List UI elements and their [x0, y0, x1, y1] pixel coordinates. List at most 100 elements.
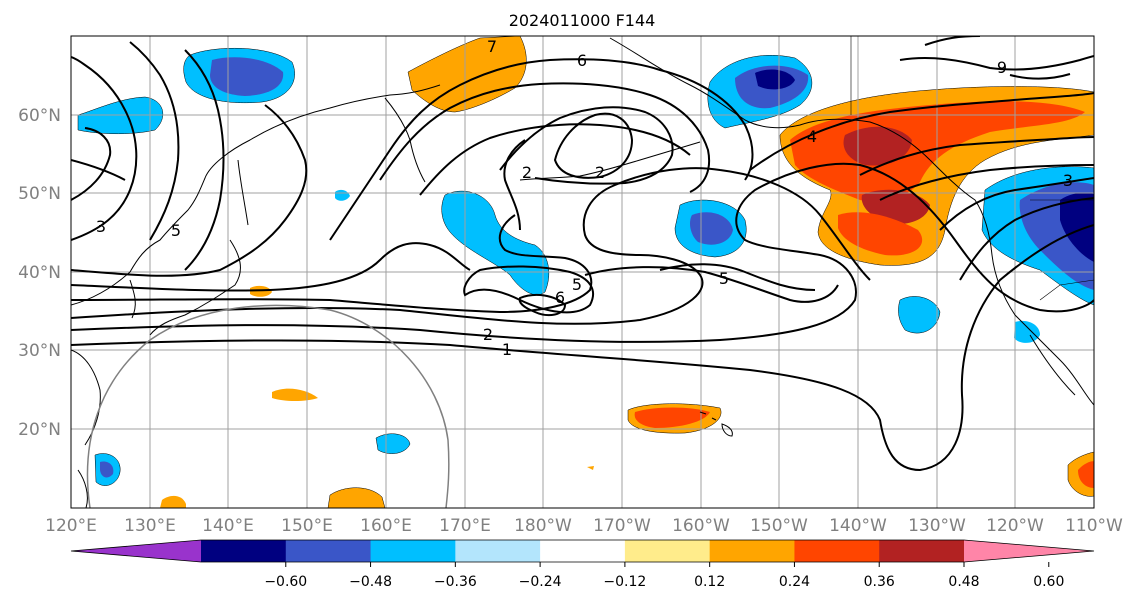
contour-label-group: 7 6 2 2 4 3 3 5 5 6 2 1 5 9 — [96, 37, 1073, 359]
contour-line — [71, 242, 471, 292]
contour-line — [503, 139, 526, 231]
contour-label: 1 — [502, 340, 512, 359]
lon-label: 140°E — [202, 516, 254, 536]
contour-line — [859, 136, 1094, 176]
lat-label: 20°N — [18, 420, 61, 440]
coastline-philippines — [77, 469, 88, 508]
contour-label: 6 — [577, 51, 587, 70]
contour-line — [329, 58, 754, 241]
colorbar-tick-label: −0.12 — [603, 574, 646, 590]
contour-line — [959, 197, 1094, 281]
latitude-labels: 60°N 50°N 40°N 30°N 20°N — [18, 106, 61, 440]
colorbar: −0.60 −0.48 −0.36 −0.24 −0.12 0.12 0.24 0.36 0.4… — [70, 539, 1095, 590]
contour-label: 4 — [807, 127, 817, 146]
coastline-asia — [71, 84, 441, 306]
lon-label: 150°E — [281, 516, 333, 536]
colorbar-tick-label: 0.24 — [779, 574, 810, 590]
longitude-labels: 120°E 130°E 140°E 150°E 160°E 170°E 180°… — [45, 516, 1123, 536]
contour-line — [553, 112, 634, 179]
colorbar-tick-label: 0.60 — [1033, 574, 1064, 590]
colorbar-segment — [879, 540, 965, 562]
map-frame — [70, 35, 1095, 509]
contour-label: 3 — [1063, 171, 1073, 190]
lon-label: 170°W — [593, 516, 651, 536]
negative-anomaly-region — [441, 190, 550, 296]
contour-line — [584, 266, 839, 303]
contour-label: 7 — [487, 37, 497, 56]
colorbar-segment — [455, 540, 541, 562]
contour-label: 2 — [483, 325, 493, 344]
contour-line — [71, 127, 112, 201]
contour-label: 5 — [572, 275, 582, 294]
map-plot-area: 7 6 2 2 4 3 3 5 5 6 2 1 5 9 — [71, 36, 1094, 508]
contour-label: 5 — [171, 221, 181, 240]
colorbar-tick-label: 0.48 — [948, 574, 979, 590]
colorbar-extend-high — [964, 540, 1094, 562]
map-title: 2024011000 F144 — [509, 11, 656, 30]
contour-label: 3 — [96, 217, 106, 236]
colorbar-segment — [370, 540, 456, 562]
contour-label: 6 — [555, 288, 565, 307]
lon-label: 160°W — [672, 516, 730, 536]
colorbar-tick-label: 0.36 — [864, 574, 895, 590]
coastlines — [71, 37, 1094, 508]
coastline-sakhalin — [237, 159, 249, 226]
contour-line — [129, 41, 180, 241]
colorbar-tick-label: −0.36 — [434, 574, 477, 590]
coastline-alaska — [609, 37, 931, 161]
colorbar-segment — [624, 540, 711, 562]
contour-line — [419, 123, 691, 196]
contour-line — [71, 214, 593, 314]
contour-label: 2 — [522, 163, 532, 182]
colorbar-extend-low — [71, 540, 201, 562]
contour-line — [499, 106, 674, 185]
colorbar-tick-label: 0.12 — [694, 574, 725, 590]
lon-label: 130°W — [908, 516, 966, 536]
colorbar-tick-label: −0.24 — [519, 574, 562, 590]
colorbar-tick-label: −0.60 — [264, 574, 307, 590]
lon-label: 110°W — [1065, 516, 1123, 536]
contour-line — [71, 162, 1094, 343]
colorbar-segment — [540, 540, 626, 562]
colorbar-tick-label: −0.48 — [349, 574, 392, 590]
colorbar-segment — [709, 540, 795, 562]
colorbar-outline — [70, 539, 1095, 563]
colorbar-segment — [201, 540, 287, 562]
contour-label: 9 — [997, 58, 1007, 77]
lat-label: 60°N — [18, 106, 61, 126]
contour-line — [749, 92, 1094, 171]
lon-label: 120°E — [45, 516, 97, 536]
contour-line — [71, 56, 138, 241]
contour-line — [71, 104, 308, 277]
lat-label: 50°N — [18, 184, 61, 204]
coastline-baja — [1029, 334, 1076, 396]
contour-label: 5 — [719, 269, 729, 288]
lon-label: 120°W — [986, 516, 1044, 536]
contour-line — [1009, 73, 1071, 80]
colorbar-segment — [285, 540, 372, 562]
lon-label: 140°W — [829, 516, 887, 536]
coastline-aleutians — [519, 141, 701, 181]
contour-line — [379, 82, 710, 193]
coastline-hawaii — [699, 411, 733, 437]
lat-label: 30°N — [18, 341, 61, 361]
contours — [71, 36, 1094, 472]
contour-line — [184, 49, 225, 271]
contour-line — [71, 159, 126, 181]
contour-label: 2 — [595, 163, 605, 182]
lon-label: 170°E — [439, 516, 491, 536]
colorbar-segment — [794, 540, 880, 562]
gridlines — [71, 36, 1094, 508]
reference-circle — [86, 304, 450, 508]
contour-line — [939, 177, 1094, 231]
contour-line — [71, 167, 871, 325]
lon-label: 180°W — [514, 516, 572, 536]
contour-line — [899, 55, 1094, 71]
coastline-north-america — [929, 159, 1094, 406]
lon-label: 160°E — [360, 516, 412, 536]
positive-anomaly-region — [407, 36, 527, 113]
lat-label: 40°N — [18, 263, 61, 283]
lon-label: 150°W — [750, 516, 808, 536]
contour-line — [71, 224, 1094, 472]
